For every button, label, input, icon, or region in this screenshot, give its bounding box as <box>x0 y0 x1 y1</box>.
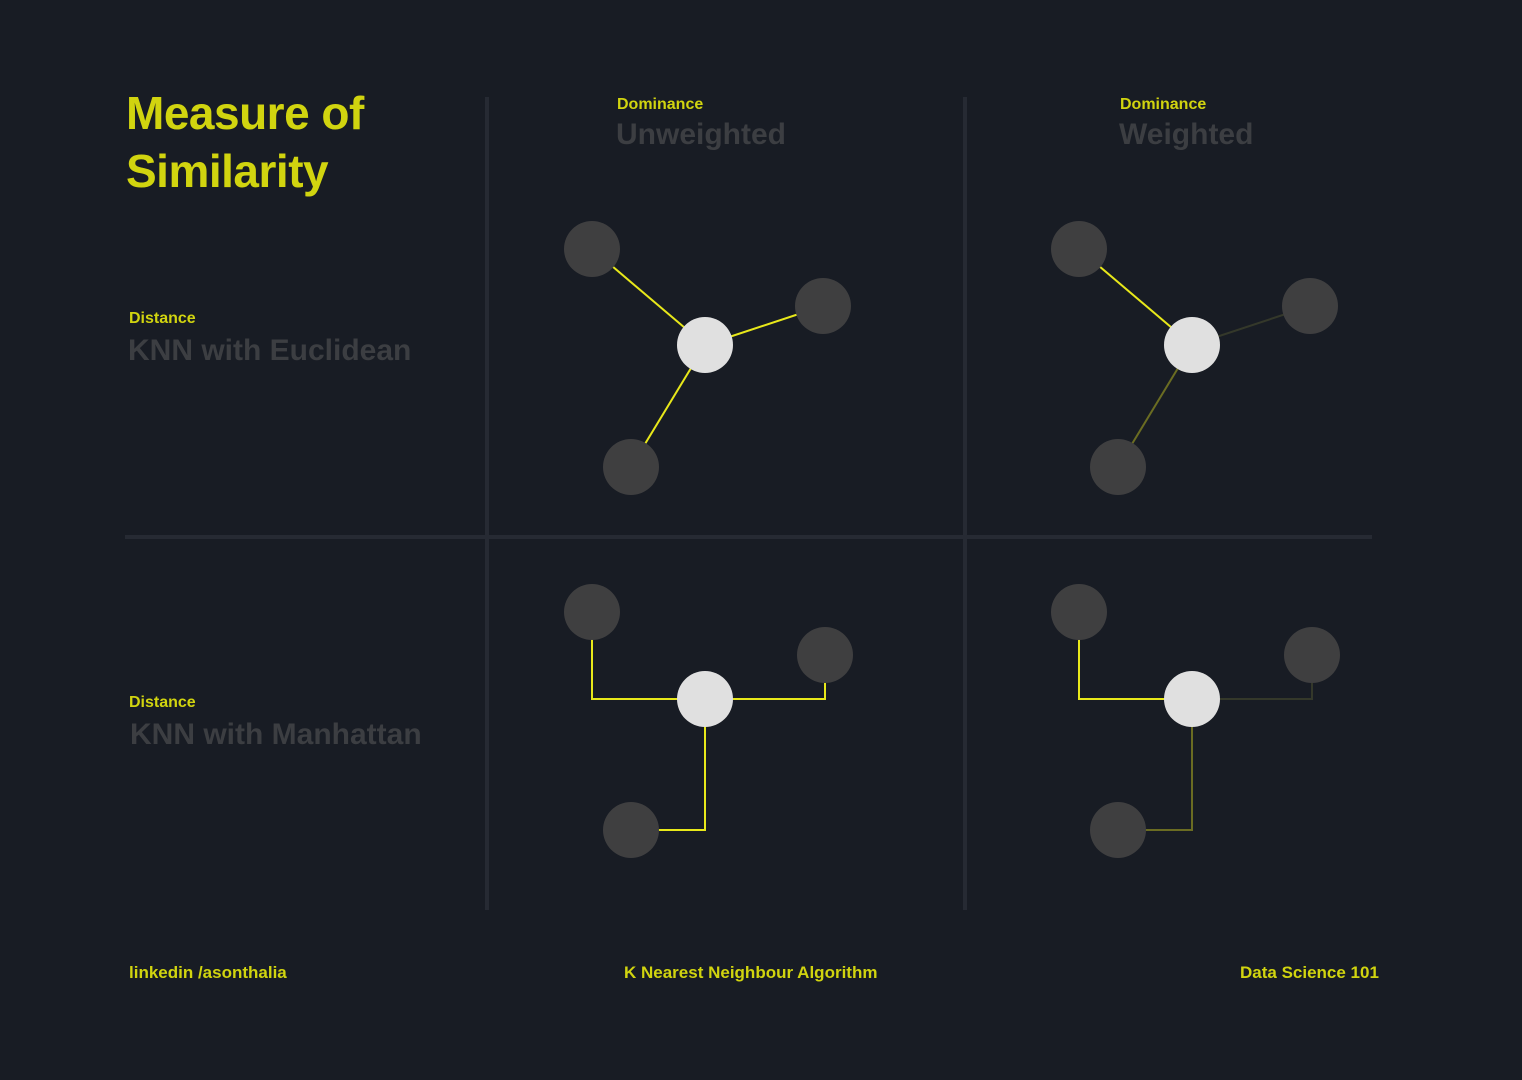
panel-manhattan-weighted <box>1051 584 1340 858</box>
row-heading-euclidean: KNN with Euclidean <box>128 334 412 367</box>
neighbor-node-upper-left <box>564 221 620 277</box>
neighbor-node-right <box>797 627 853 683</box>
row-kicker-euclidean: Distance <box>129 310 196 327</box>
neighbor-node-upper-left <box>1051 221 1107 277</box>
title-line-2: Similarity <box>126 145 329 197</box>
neighbor-node-lower <box>603 439 659 495</box>
neighbor-node-upper-left <box>564 584 620 640</box>
neighbor-node-upper-left <box>1051 584 1107 640</box>
query-node <box>1164 671 1220 727</box>
footer-credit: linkedin /asonthalia <box>129 963 287 982</box>
page-title: Measure of Similarity <box>126 84 364 200</box>
neighbor-node-right <box>1284 627 1340 683</box>
neighbor-node-right <box>795 278 851 334</box>
neighbor-node-lower <box>1090 439 1146 495</box>
neighbor-node-right <box>1282 278 1338 334</box>
panel-euclidean-unweighted <box>564 221 851 495</box>
column-heading-unweighted: Unweighted <box>616 118 786 151</box>
footer-series: Data Science 101 <box>1240 963 1379 982</box>
neighbor-node-lower <box>603 802 659 858</box>
column-kicker-weighted: Dominance <box>1120 96 1207 113</box>
panel-euclidean-weighted <box>1051 221 1338 495</box>
row-kicker-manhattan: Distance <box>129 694 196 711</box>
edge-upper-left <box>591 612 705 700</box>
panel-manhattan-unweighted <box>564 584 853 858</box>
footer-topic: K Nearest Neighbour Algorithm <box>624 963 878 982</box>
panels <box>564 221 1340 858</box>
column-heading-weighted: Weighted <box>1119 118 1254 151</box>
row-heading-manhattan: KNN with Manhattan <box>130 718 422 751</box>
neighbor-node-lower <box>1090 802 1146 858</box>
column-kicker-unweighted: Dominance <box>617 96 704 113</box>
title-line-1: Measure of <box>126 87 364 139</box>
query-node <box>677 671 733 727</box>
query-node <box>1164 317 1220 373</box>
edge-upper-left <box>1078 612 1192 700</box>
query-node <box>677 317 733 373</box>
grid-lines <box>125 97 1372 910</box>
